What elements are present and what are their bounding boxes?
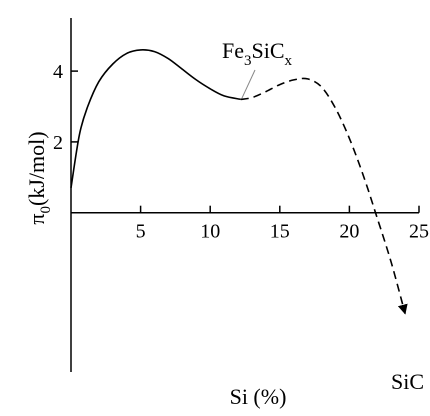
y-tick-label: 4: [53, 61, 63, 83]
series-line-dashed: [240, 77, 408, 315]
fe3sicx-sub2: x: [285, 53, 293, 69]
fe3sicx-leader-line: [241, 69, 256, 99]
series-line-solid: [70, 49, 241, 189]
series: [70, 49, 408, 315]
x-axis-label: Si (%): [230, 384, 287, 409]
x-ticks: 5 10 15 20 25: [136, 205, 429, 243]
x-tick-label: 25: [409, 221, 429, 243]
x-tick-label: 15: [270, 221, 290, 243]
fe3sicx-main: Fe: [222, 38, 244, 63]
x-tick-label: 5: [136, 221, 146, 243]
y-ticks: 24: [53, 61, 78, 154]
fe3sicx-mid: SiC: [252, 38, 285, 63]
sic-label: SiC: [391, 369, 424, 394]
annotations: [241, 69, 256, 99]
y-axis-label-subscript: 0: [38, 206, 54, 214]
fe3sicx-label: Fe3SiCx: [222, 38, 293, 69]
x-tick-label: 10: [200, 221, 220, 243]
y-tick-label: 2: [53, 132, 63, 154]
y-axis-label-units: (kJ/mol): [24, 131, 49, 206]
y-axis-label-symbol: π: [24, 213, 49, 224]
x-tick-label: 20: [339, 221, 359, 243]
y-axis-label: π0(kJ/mol): [24, 131, 54, 224]
fe3sicx-sub1: 3: [244, 53, 252, 69]
